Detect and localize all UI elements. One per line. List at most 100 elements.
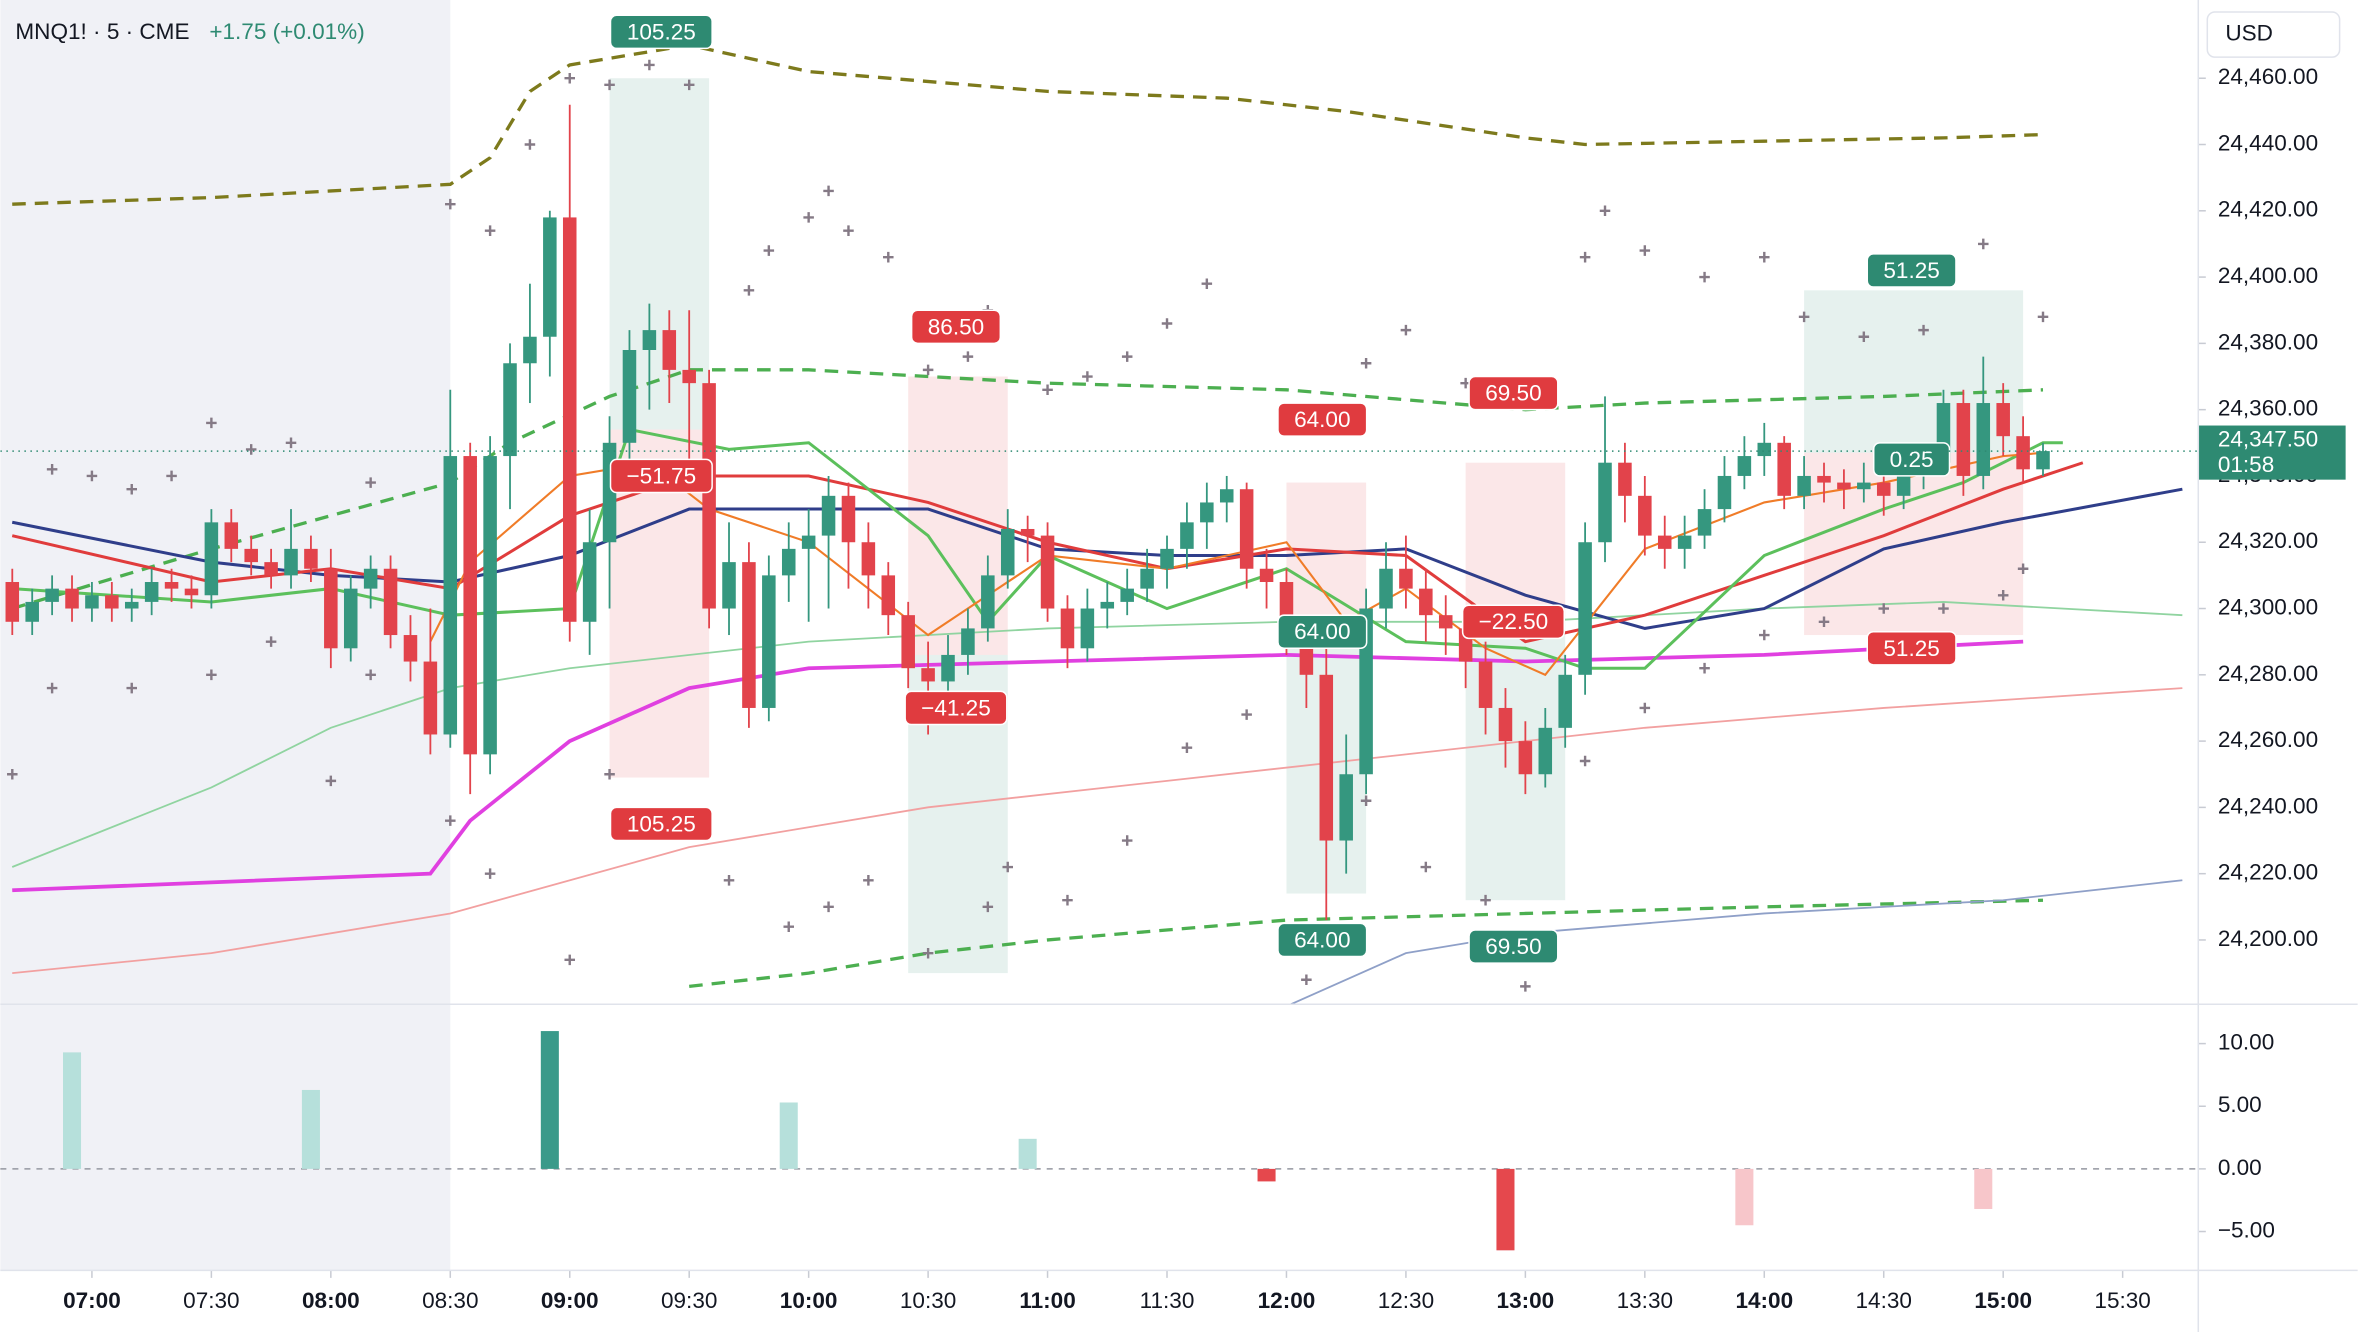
candle-body (2016, 436, 2030, 470)
cross-marker (7, 768, 18, 780)
indicator-line (12, 687, 2183, 975)
candle-body (1598, 462, 1612, 543)
indicator-line (11, 461, 2084, 644)
histogram-bar (301, 1089, 320, 1169)
trade-label: 69.50 (1485, 381, 1541, 406)
cross-marker (1082, 371, 1093, 382)
x-tick-label: 12:30 (1378, 1288, 1434, 1313)
trade-label-box (1468, 929, 1559, 964)
y-tick-label: 0.00 (2218, 1155, 2262, 1180)
cross-marker (365, 477, 376, 488)
candle-body (1797, 475, 1811, 496)
candle-body (184, 588, 199, 596)
y-tick-label: 24,260.00 (2218, 727, 2318, 752)
cross-marker (1420, 861, 1432, 873)
candle-body (1896, 475, 1911, 496)
y-tick-label: 24,460.00 (2218, 64, 2318, 89)
y-tick-label: 5.00 (2218, 1092, 2262, 1117)
histogram-bar (62, 1052, 82, 1169)
cross-marker (1878, 603, 1889, 614)
cross-marker (1639, 702, 1651, 714)
candle-body (1518, 741, 1533, 775)
candle-body (981, 575, 995, 629)
candle-body (5, 582, 20, 622)
candle-body (1080, 608, 1095, 649)
candle-body (742, 562, 756, 708)
candle-body (941, 654, 955, 682)
indicator-line (11, 487, 2183, 630)
trade-label-box (910, 309, 1002, 345)
candle-body (1000, 528, 1015, 576)
y-tick-label: −5.00 (2218, 1217, 2275, 1242)
y-tick-label: 24,220.00 (2218, 860, 2318, 885)
cross-marker (1480, 894, 1491, 906)
candle-body (722, 562, 736, 609)
y-tick-label: 24,380.00 (2218, 329, 2318, 354)
cross-marker (1978, 238, 1989, 250)
candle-body (1638, 495, 1652, 536)
cross-marker (1798, 311, 1810, 323)
x-tick-label: 13:30 (1617, 1288, 1673, 1313)
cross-marker (1938, 603, 1949, 614)
candle-body (921, 668, 935, 682)
candle-body (1239, 489, 1254, 569)
cross-marker (783, 921, 795, 932)
x-tick-label: 09:30 (661, 1288, 717, 1313)
trade-label-box (609, 14, 713, 50)
cross-marker (86, 470, 98, 482)
cross-marker (1639, 245, 1651, 256)
candle-body (961, 628, 975, 655)
symbol: MNQ1! · 5 · CME (15, 19, 189, 44)
candle-body (523, 336, 537, 364)
y-tick-label: 24,300.00 (2218, 594, 2318, 619)
currency[interactable]: USD (2225, 21, 2273, 46)
cross-marker (2037, 311, 2049, 323)
candle-body (1717, 475, 1732, 510)
candle-body (1438, 615, 1453, 629)
candle-body (204, 522, 219, 596)
cross-marker (823, 901, 834, 913)
cross-marker (982, 901, 994, 913)
cross-marker (1759, 251, 1770, 263)
cross-marker (325, 775, 337, 787)
cross-marker (445, 198, 456, 210)
cross-marker (46, 682, 58, 694)
candle-body (1399, 568, 1413, 589)
trade-label: 0.25 (1890, 447, 1934, 472)
candle-body (1857, 482, 1871, 490)
candle-body (841, 495, 856, 543)
cross-marker (1181, 742, 1193, 753)
trade-label: 64.00 (1294, 927, 1350, 952)
x-tick-label: 12:00 (1258, 1288, 1316, 1313)
x-tick-label: 10:30 (900, 1288, 956, 1313)
candle-body (762, 575, 776, 708)
cross-marker (166, 470, 177, 482)
cross-marker (1161, 318, 1173, 329)
candle-body (1837, 482, 1851, 490)
cross-marker (1241, 709, 1252, 720)
cross-marker (245, 444, 257, 455)
candle-body (1379, 568, 1393, 609)
candle-body (1777, 442, 1791, 496)
cross-marker (206, 669, 217, 681)
trade-label-box (1866, 253, 1957, 288)
candle-body (1259, 568, 1274, 583)
currency-button[interactable] (2206, 11, 2341, 58)
candle-body (642, 330, 657, 351)
cross-marker (803, 212, 814, 223)
candle-body (1538, 727, 1553, 775)
profit-zone (1804, 290, 2024, 453)
candle-body (1956, 403, 1971, 476)
last-price-tag (2198, 425, 2346, 480)
candle-body (124, 601, 139, 609)
candle-body (682, 369, 696, 384)
candle-body (105, 595, 119, 609)
x-tick-label: 11:30 (1140, 1288, 1195, 1313)
candle-body (1558, 674, 1572, 728)
histogram-bar (1018, 1138, 1037, 1169)
histogram-bar (540, 1031, 559, 1169)
candle-body (1020, 528, 1035, 536)
candle-body (1677, 535, 1692, 549)
